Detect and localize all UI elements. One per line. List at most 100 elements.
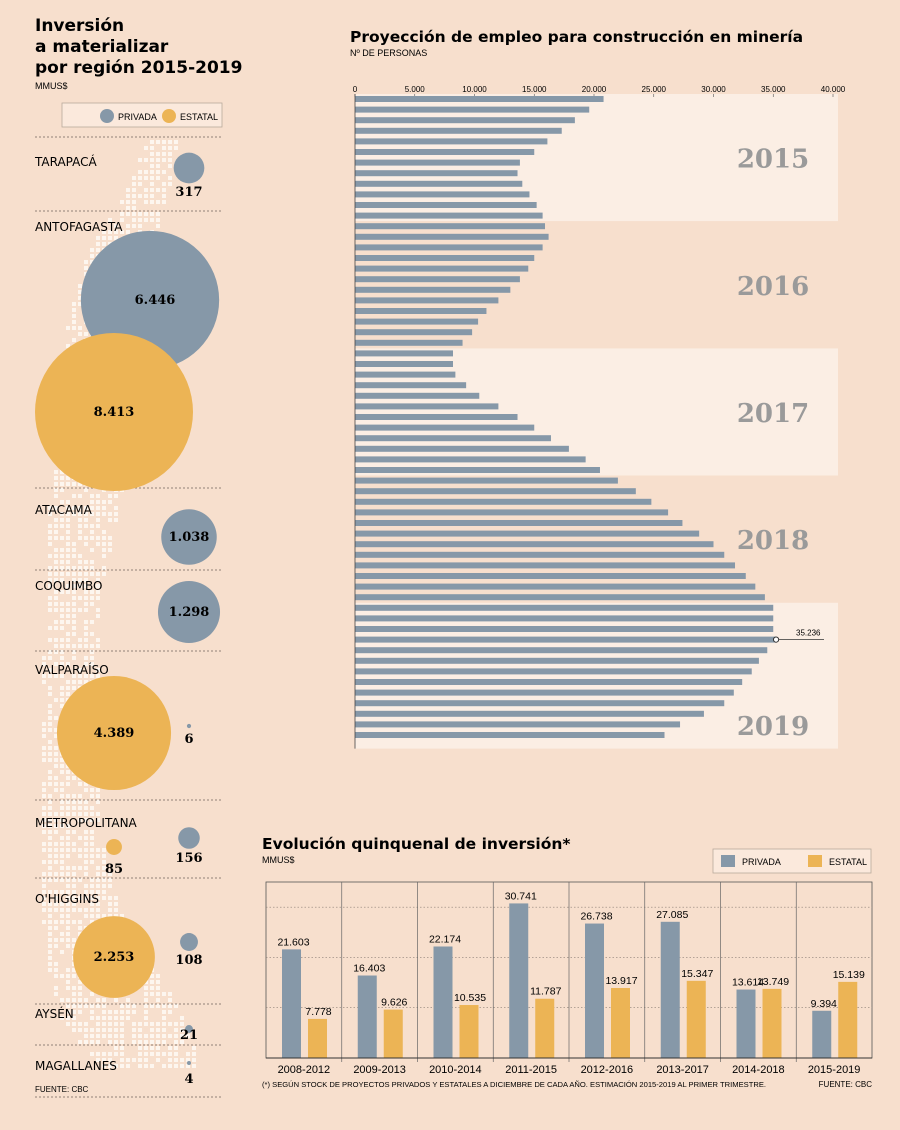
employment-bar xyxy=(355,573,746,579)
private-bubble xyxy=(161,509,217,565)
year-band xyxy=(355,94,838,222)
employment-bar xyxy=(355,339,463,346)
employment-bar xyxy=(355,170,518,177)
employment-bar xyxy=(355,318,479,325)
state-bar xyxy=(762,988,782,1058)
employment-bar xyxy=(355,721,681,728)
state-value-label: 13.749 xyxy=(757,976,789,988)
state-value-label: 9.626 xyxy=(381,997,407,1009)
category-label: 2012-2016 xyxy=(581,1064,634,1076)
employment-bar xyxy=(355,202,537,208)
state-bar xyxy=(383,1009,403,1058)
category-label: 2011-2015 xyxy=(505,1064,557,1076)
private-bar xyxy=(282,949,301,1058)
employment-bar xyxy=(355,488,636,495)
employment-bar xyxy=(355,223,546,230)
employment-bar xyxy=(355,96,604,102)
private-bar xyxy=(585,923,604,1058)
employment-bar xyxy=(355,594,765,601)
category-label: 2013-2017 xyxy=(656,1064,709,1076)
state-bubble xyxy=(56,675,172,791)
private-value-label: 13.614 xyxy=(732,977,764,989)
employment-bar xyxy=(355,191,530,198)
investment-legend-state-swatch xyxy=(808,855,822,867)
private-bar xyxy=(660,921,680,1058)
x-tick-label: 0 xyxy=(353,85,358,94)
employment-bar xyxy=(355,700,725,707)
investment-subtitle: MMUS$ xyxy=(262,855,295,865)
x-tick-label: 15.000 xyxy=(522,85,547,94)
state-value-label: 7.778 xyxy=(305,1006,331,1018)
year-band xyxy=(355,475,838,603)
employment-bar xyxy=(355,477,618,484)
region-bubbles: TARAPACÁ 317 ANTOFAGASTA 6.446 8.413 ATACAMA 1… xyxy=(34,136,222,1098)
state-value-label: 10.535 xyxy=(454,992,486,1004)
state-value-label: 13.917 xyxy=(605,975,637,987)
state-value-label: 2.253 xyxy=(94,950,135,965)
private-value-label: 1.038 xyxy=(169,530,210,545)
category-label: 2010-2014 xyxy=(429,1064,482,1076)
state-bar xyxy=(686,980,706,1058)
region-name: METROPOLITANA xyxy=(35,816,138,830)
employment-title: Proyección de empleo para construcción e… xyxy=(350,28,803,46)
state-value-label: 11.787 xyxy=(530,986,561,998)
private-value-label: 21.603 xyxy=(277,936,309,948)
private-value-label: 4 xyxy=(184,1072,193,1087)
employment-bar xyxy=(355,159,520,166)
x-tick-label: 20.000 xyxy=(582,85,607,94)
x-tick-label: 5.000 xyxy=(405,85,426,94)
private-bubble xyxy=(180,933,198,951)
category-label: 2009-2013 xyxy=(353,1064,406,1076)
employment-bar xyxy=(355,180,523,187)
region-name: MAGALLANES xyxy=(35,1059,117,1073)
employment-bar xyxy=(355,435,551,442)
employment-bar xyxy=(355,509,669,516)
employment-bar xyxy=(355,562,736,569)
legend-private-swatch xyxy=(100,109,114,123)
investment-footnote: (*) SEGÚN STOCK DE PROYECTOS PRIVADOS Y … xyxy=(262,1080,766,1089)
employment-bar xyxy=(355,361,453,367)
private-bubble xyxy=(187,1061,191,1065)
state-value-label: 8.413 xyxy=(94,405,135,420)
employment-bar xyxy=(355,212,543,219)
private-bar xyxy=(433,946,453,1058)
employment-bar xyxy=(355,710,704,717)
employment-bar xyxy=(355,498,652,505)
employment-bar xyxy=(355,149,535,155)
employment-bar xyxy=(355,138,548,145)
private-value-label: 6 xyxy=(184,732,193,747)
private-value-label: 21 xyxy=(180,1028,198,1043)
employment-bar xyxy=(355,308,487,314)
region-name: TARAPACÁ xyxy=(34,154,98,169)
employment-bar xyxy=(355,414,518,420)
peak-annotation: 35.236 xyxy=(796,629,821,638)
employment-bar xyxy=(355,467,600,473)
x-tick-label: 30.000 xyxy=(701,85,726,94)
employment-plot: 2015 2016 2017 2018 2019 0 5.000 10.000 15.000 20… xyxy=(353,85,846,749)
employment-bar xyxy=(355,551,725,558)
employment-subtitle: Nº DE PERSONAS xyxy=(350,48,427,58)
employment-bar xyxy=(355,668,752,675)
private-bubble xyxy=(178,827,200,849)
employment-bar xyxy=(355,541,714,548)
state-value-label: 15.347 xyxy=(681,968,713,980)
employment-bar xyxy=(355,530,700,537)
year-band xyxy=(355,348,838,476)
state-bubble xyxy=(35,333,193,491)
employment-bar xyxy=(355,371,456,378)
private-value-label: 1.298 xyxy=(169,605,210,620)
legend-state-label: ESTATAL xyxy=(180,112,218,122)
private-value-label: 108 xyxy=(175,953,202,968)
employment-bar xyxy=(355,520,683,526)
investment-plot: 21.603 7.778 2008-2012 16.403 9.626 2009-2013… xyxy=(265,881,873,1076)
private-bubble xyxy=(157,580,221,644)
private-bubble xyxy=(185,1025,193,1033)
x-tick-label: 25.000 xyxy=(642,85,667,94)
region-name: ANTOFAGASTA xyxy=(35,220,123,234)
private-bubble xyxy=(186,723,192,729)
investment-legend-private-swatch xyxy=(721,855,735,867)
legend-private-label: PRIVADA xyxy=(118,112,157,122)
employment-bar xyxy=(355,657,759,664)
private-value-label: 22.174 xyxy=(429,933,461,945)
